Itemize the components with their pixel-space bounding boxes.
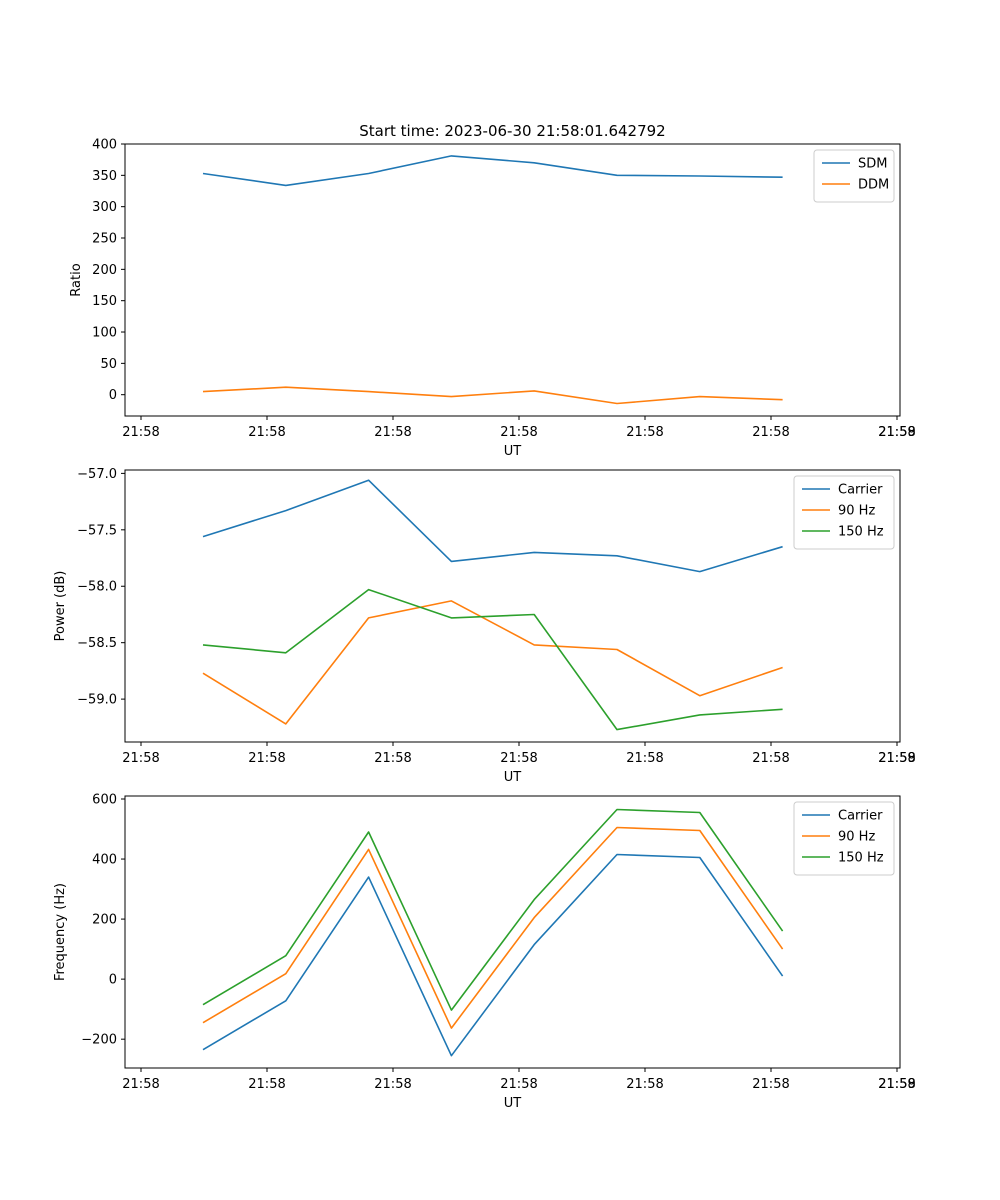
x-tick-label: 21:58 — [752, 1077, 789, 1092]
x-tick-label: 21:58 — [248, 751, 285, 766]
series-line-carrier — [202, 479, 783, 573]
legend: Carrier 90 Hz 150 Hz — [793, 801, 895, 876]
legend-label: 150 Hz — [838, 851, 884, 866]
series-line-sdm — [202, 155, 783, 187]
legend-label: Carrier — [838, 483, 883, 498]
legend-label: 150 Hz — [838, 525, 884, 540]
x-tick-label: 21:59 — [878, 751, 915, 766]
legend: SDM DDM — [813, 149, 895, 203]
legend: Carrier 90 Hz 150 Hz — [793, 475, 895, 550]
x-tick-label: 21:58 — [878, 751, 915, 766]
y-tick-label: −57.5 — [77, 523, 117, 538]
legend-label: Carrier — [838, 809, 883, 824]
x-tick-label: 21:59 — [878, 1077, 915, 1092]
legend-label: 90 Hz — [838, 830, 875, 845]
x-tick-label: 21:58 — [752, 425, 789, 440]
axes-frame — [124, 143, 901, 417]
x-tick-label: 21:58 — [626, 751, 663, 766]
chart-panel-2: −59.0 −58.5 −58.0 −57.5 −57.0 21:58 21:58 21:58… — [53, 467, 916, 785]
x-tick-label: 21:58 — [248, 1077, 285, 1092]
y-tick-label: 0 — [109, 973, 117, 988]
x-tick-label: 21:58 — [500, 425, 537, 440]
x-tick-label: 21:58 — [500, 1077, 537, 1092]
x-tick-label: 21:58 — [626, 1077, 663, 1092]
y-tick-label: 100 — [92, 326, 117, 341]
series-line-90-hz — [202, 826, 784, 1029]
legend-label: DDM — [858, 178, 889, 193]
x-tick-label: 21:58 — [122, 1077, 159, 1092]
x-axis-label: UT — [504, 444, 522, 459]
x-tick-label: 21:58 — [374, 425, 411, 440]
y-tick-label: 600 — [92, 793, 117, 808]
y-axis-label: Ratio — [69, 263, 84, 296]
y-tick-label: 400 — [92, 853, 117, 868]
x-axis-label: UT — [504, 770, 522, 785]
series-line-150-hz — [202, 588, 783, 731]
series-line-150-hz — [202, 808, 784, 1011]
series-line-90-hz — [202, 600, 783, 725]
y-tick-label: −58.0 — [77, 580, 117, 595]
y-tick-label: −59.0 — [77, 693, 117, 708]
axes-frame — [124, 469, 901, 743]
chart-title: Start time: 2023-06-30 21:58:01.642792 — [359, 122, 665, 140]
y-axis-label: Frequency (Hz) — [53, 883, 68, 981]
axes-frame — [124, 795, 901, 1069]
y-tick-label: 0 — [109, 388, 117, 403]
legend-label: SDM — [858, 157, 887, 172]
y-tick-label: 350 — [92, 169, 117, 184]
y-tick-label: 300 — [92, 200, 117, 215]
y-tick-label: 400 — [92, 138, 117, 153]
x-axis-label: UT — [504, 1096, 522, 1111]
y-tick-label: −58.5 — [77, 636, 117, 651]
x-tick-label: 21:58 — [122, 425, 159, 440]
y-axis-label: Power (dB) — [53, 571, 68, 642]
y-tick-label: −200 — [81, 1033, 117, 1048]
series-line-carrier — [202, 853, 784, 1057]
y-tick-label: 200 — [92, 263, 117, 278]
y-tick-label: 200 — [92, 913, 117, 928]
x-tick-label: 21:59 — [878, 425, 915, 440]
x-tick-label: 21:58 — [374, 751, 411, 766]
y-tick-label: −57.0 — [77, 467, 117, 482]
x-tick-label: 21:58 — [248, 425, 285, 440]
series-line-ddm — [202, 386, 783, 405]
y-tick-label: 250 — [92, 232, 117, 247]
x-tick-label: 21:58 — [122, 751, 159, 766]
x-tick-label: 21:58 — [374, 1077, 411, 1092]
x-tick-label: 21:58 — [878, 425, 915, 440]
x-tick-label: 21:58 — [626, 425, 663, 440]
x-tick-label: 21:58 — [752, 751, 789, 766]
x-tick-label: 21:58 — [878, 1077, 915, 1092]
legend-label: 90 Hz — [838, 504, 875, 519]
y-tick-label: 150 — [92, 294, 117, 309]
y-tick-label: 50 — [100, 357, 117, 372]
x-tick-label: 21:58 — [500, 751, 537, 766]
